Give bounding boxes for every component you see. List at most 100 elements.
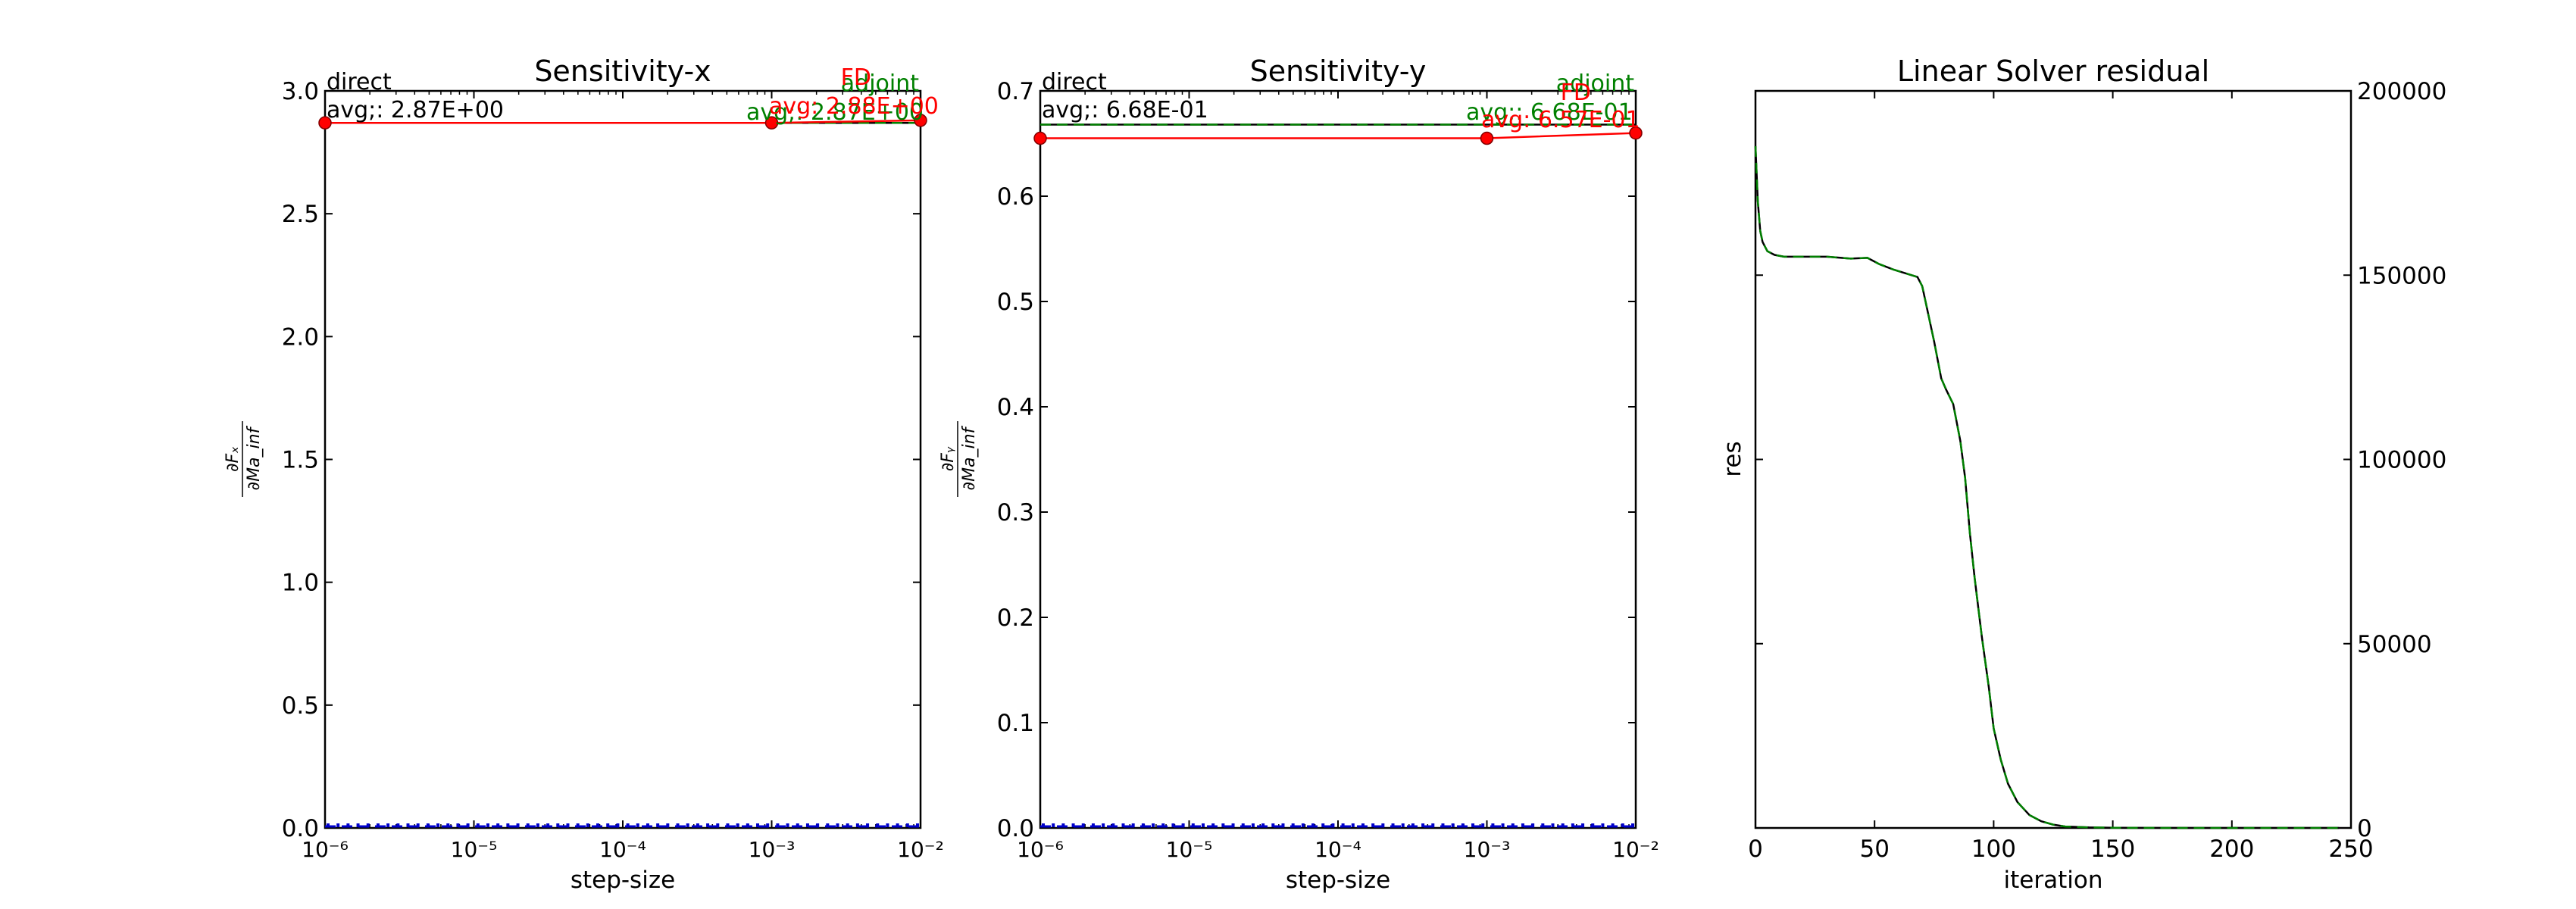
blue-marker bbox=[1311, 823, 1315, 827]
blue-marker bbox=[1401, 823, 1405, 827]
blue-marker bbox=[816, 823, 820, 827]
blue-marker bbox=[1102, 823, 1105, 827]
y-tick-label: 0.3 bbox=[997, 499, 1034, 526]
blue-marker bbox=[1141, 823, 1145, 827]
series-layer bbox=[1754, 145, 2340, 829]
blue-marker bbox=[1541, 823, 1545, 827]
blue-marker bbox=[1431, 823, 1435, 827]
adjoint-label: adjoint bbox=[841, 70, 919, 97]
blue-marker bbox=[536, 823, 539, 827]
x-tick-label: 0 bbox=[1748, 836, 1763, 863]
chart-title: Linear Solver residual bbox=[1897, 55, 2209, 88]
blue-marker bbox=[1361, 823, 1365, 827]
blue-marker bbox=[1511, 823, 1515, 827]
fd-point bbox=[1480, 131, 1494, 145]
adjoint-avg: avg;: 2.87E+00 bbox=[746, 99, 924, 126]
panel-sensitivity-y: Sensitivity-y step-size ∂Fᵧ ∂Ma_inf 0.00… bbox=[939, 55, 1659, 894]
blue-marker bbox=[556, 823, 560, 827]
x-tick-label: 150 bbox=[2090, 836, 2135, 863]
fd-label: FD bbox=[841, 64, 871, 91]
blue-marker bbox=[1201, 823, 1205, 827]
x-ticks: 10⁻⁶ 10⁻⁵ 10⁻⁴ 10⁻³ 10⁻² bbox=[302, 91, 944, 862]
blue-marker bbox=[805, 823, 809, 827]
y-tick-label: 2.0 bbox=[282, 323, 319, 351]
blue-marker bbox=[1521, 823, 1524, 827]
y-tick-label: 0.0 bbox=[282, 815, 319, 842]
plot-area bbox=[1039, 89, 1637, 829]
y-tick-label: 0.0 bbox=[997, 815, 1034, 842]
blue-marker bbox=[1161, 823, 1165, 827]
x-tick-label: 50 bbox=[1859, 836, 1889, 863]
blue-marker bbox=[1531, 823, 1535, 827]
direct-label: direct bbox=[1042, 69, 1107, 95]
blue-marker bbox=[1221, 823, 1225, 827]
blue-marker bbox=[1391, 823, 1395, 827]
blue-marker bbox=[366, 823, 370, 827]
blue-marker bbox=[876, 823, 880, 827]
blue-marker bbox=[1121, 823, 1125, 827]
x-tick-label: 10⁻⁶ bbox=[1017, 837, 1064, 862]
blue-marker bbox=[656, 823, 660, 827]
blue-marker bbox=[1171, 823, 1175, 827]
blue-marker bbox=[766, 823, 770, 827]
x-ticks: 10⁻⁶ 10⁻⁵ 10⁻⁴ 10⁻³ 10⁻² bbox=[1017, 91, 1659, 862]
blue-marker bbox=[426, 823, 430, 827]
blue-marker bbox=[526, 823, 530, 827]
fd-point bbox=[1033, 131, 1047, 145]
blue-marker bbox=[1331, 823, 1335, 827]
blue-marker bbox=[846, 823, 849, 827]
x-axis-label: iteration bbox=[2004, 867, 2103, 894]
blue-marker bbox=[1052, 823, 1055, 827]
y-tick-label: 150000 bbox=[2357, 262, 2446, 289]
blue-marker bbox=[386, 823, 390, 827]
blue-marker bbox=[1042, 823, 1045, 827]
direct-avg: avg;: 6.68E-01 bbox=[1042, 97, 1208, 123]
blue-marker bbox=[1381, 823, 1385, 827]
blue-marker bbox=[596, 823, 600, 827]
y-ticks: 0.0 0.1 0.2 0.3 0.4 0.5 0.6 0.7 bbox=[997, 78, 1636, 842]
blue-marker bbox=[456, 823, 460, 827]
direct-label: direct bbox=[327, 69, 392, 95]
y-tick-label: 50000 bbox=[2357, 631, 2432, 658]
blue-marker bbox=[736, 823, 739, 827]
blue-marker bbox=[1341, 823, 1345, 827]
y-axis-label-numerator: ∂Fᵧ bbox=[939, 446, 958, 471]
blue-baseline bbox=[325, 823, 921, 828]
fd-avg: avg: 2.88E+00 bbox=[769, 93, 939, 120]
blue-marker bbox=[606, 823, 610, 827]
blue-baseline bbox=[1040, 823, 1636, 828]
x-tick-label: 10⁻⁴ bbox=[1315, 837, 1361, 862]
blue-marker bbox=[1191, 823, 1195, 827]
blue-marker bbox=[1461, 823, 1465, 827]
adjoint-label: adjoint bbox=[1556, 70, 1634, 97]
blue-marker bbox=[496, 823, 500, 827]
blue-marker bbox=[1081, 823, 1085, 827]
y-tick-label: 3.0 bbox=[282, 78, 319, 105]
blue-marker bbox=[576, 823, 580, 827]
blue-marker bbox=[896, 823, 899, 827]
blue-marker bbox=[1371, 823, 1375, 827]
blue-marker bbox=[1261, 823, 1265, 827]
fd-point bbox=[1629, 126, 1643, 140]
blue-marker bbox=[546, 823, 550, 827]
blue-marker bbox=[1321, 823, 1325, 827]
blue-marker bbox=[905, 823, 909, 827]
blue-marker bbox=[1471, 823, 1475, 827]
blue-marker bbox=[716, 823, 720, 827]
blue-marker bbox=[916, 823, 919, 827]
blue-marker bbox=[446, 823, 450, 827]
blue-marker bbox=[1111, 823, 1115, 827]
fd-point bbox=[318, 116, 332, 130]
y-axis-label-numerator: ∂Fₓ bbox=[224, 446, 242, 472]
blue-marker bbox=[1441, 823, 1445, 827]
fd-avg: avg: 6.57E-01 bbox=[1481, 107, 1640, 133]
y-ticks: 0.0 0.5 1.0 1.5 2.0 2.5 3.0 bbox=[282, 78, 921, 842]
blue-marker bbox=[1091, 823, 1095, 827]
blue-marker bbox=[1501, 823, 1505, 827]
y-axis-label: res bbox=[1719, 441, 1746, 476]
blue-marker bbox=[836, 823, 839, 827]
y-tick-label: 0.5 bbox=[282, 692, 319, 720]
blue-marker bbox=[1411, 823, 1415, 827]
blue-marker bbox=[1611, 823, 1615, 827]
